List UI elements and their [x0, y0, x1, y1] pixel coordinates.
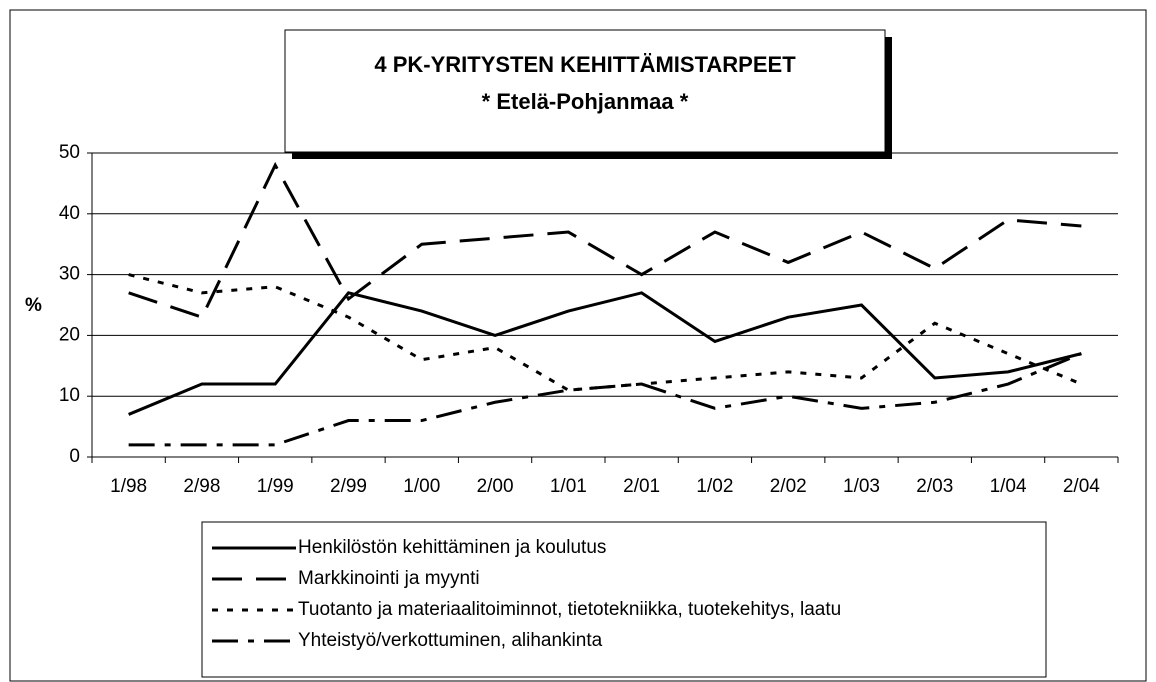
legend-box — [201, 521, 1047, 678]
series-line — [128, 273, 1082, 392]
legend-label: Markkinointi ja myynti — [298, 568, 480, 589]
y-tick-label: 50 — [59, 142, 80, 163]
y-tick-label: 10 — [59, 385, 80, 406]
x-tick-label: 1/98 — [110, 476, 147, 497]
y-tick-label: 0 — [69, 446, 80, 467]
x-tick-label: 1/03 — [843, 476, 880, 497]
chart-subtitle: * Etelä-Pohjanmaa * — [482, 89, 689, 114]
x-tick-label: 1/00 — [403, 476, 440, 497]
x-tick-label: 2/03 — [916, 476, 953, 497]
x-tick-label: 2/02 — [770, 476, 807, 497]
x-tick-label: 1/02 — [696, 476, 733, 497]
series-line — [128, 352, 1082, 447]
y-tick-label: 30 — [59, 264, 80, 285]
x-tick-label: 2/01 — [623, 476, 660, 497]
x-tick-label: 1/01 — [550, 476, 587, 497]
x-tick-label: 1/04 — [990, 476, 1027, 497]
legend-label: Yhteistyö/verkottuminen, alihankinta — [298, 630, 603, 651]
y-tick-label: 40 — [59, 203, 80, 224]
title-box — [284, 29, 886, 153]
y-axis-label: % — [25, 295, 42, 316]
x-tick-label: 1/99 — [257, 476, 294, 497]
legend-label: Tuotanto ja materiaalitoiminnot, tietote… — [298, 599, 841, 620]
series-line — [128, 291, 1082, 416]
chart-title: 4 PK-YRITYSTEN KEHITTÄMISTARPEET — [374, 52, 796, 77]
legend-label: Henkilöstön kehittäminen ja koulutus — [298, 537, 606, 558]
x-tick-label: 2/99 — [330, 476, 367, 497]
x-tick-label: 2/04 — [1063, 476, 1100, 497]
x-tick-label: 2/98 — [183, 476, 220, 497]
y-tick-label: 20 — [59, 324, 80, 345]
x-tick-label: 2/00 — [477, 476, 514, 497]
series-line — [128, 161, 1082, 319]
